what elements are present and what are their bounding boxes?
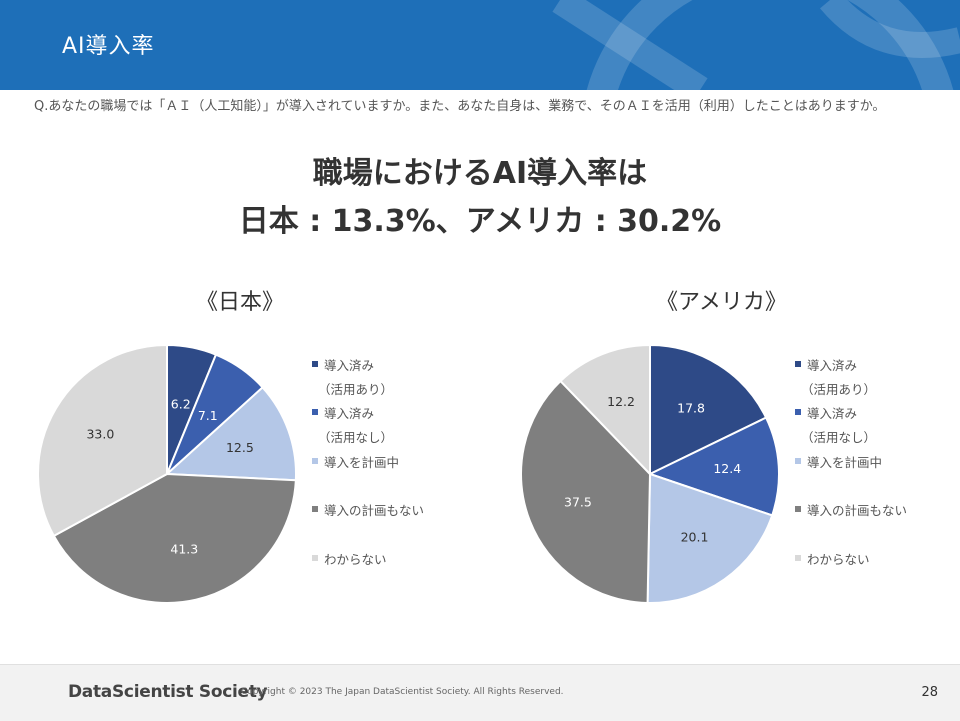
headline-line2: 日本 : 13.3%、アメリカ : 30.2% [238, 204, 722, 239]
japan-data-label-1: 7.1 [198, 408, 218, 423]
usa-slice-4 [559, 343, 651, 477]
usa-legend-sublabel-0: （活用あり） [801, 382, 876, 397]
usa-legend-swatch-4 [795, 555, 801, 561]
usa-data-label-2: 20.1 [681, 529, 709, 544]
copyright-text: Copyright © 2023 The Japan DataScientist… [241, 687, 564, 697]
japan-legend-label-4: わからない [324, 552, 387, 567]
japan-data-label-0: 6.2 [171, 396, 191, 411]
footer: DataScientist Society Copyright © 2023 T… [0, 664, 960, 721]
usa-legend-label-4: わからない [807, 552, 870, 567]
usa-legend-swatch-2 [795, 458, 801, 464]
japan-legend-label-2: 導入を計画中 [324, 455, 399, 470]
usa-slice-2 [646, 472, 774, 604]
page-number: 28 [921, 685, 938, 700]
usa-data-label-3: 37.5 [564, 494, 592, 509]
usa-legend-swatch-1 [795, 409, 801, 415]
header-bar: AI導入率 [0, 0, 960, 90]
japan-legend-label-0: 導入済み [324, 358, 374, 373]
usa-legend-swatch-3 [795, 506, 801, 512]
pie-charts: 6.2 7.1 12.5 41.3 33.0 導入済み （活用あり） 導入済み （活用なし） 導入… [37, 343, 907, 604]
usa-data-label-0: 17.8 [677, 400, 705, 415]
usa-legend-label-2: 導入を計画中 [807, 455, 882, 470]
usa-data-label-4: 12.2 [607, 394, 635, 409]
usa-legend-swatch-0 [795, 361, 801, 367]
japan-legend-swatch-1 [312, 409, 318, 415]
page-title: AI導入率 [62, 34, 155, 59]
headline-line1: 職場におけるAI導入率は [312, 156, 648, 191]
usa-slice-0 [649, 343, 768, 476]
chart-title-usa: 《アメリカ》 [656, 290, 787, 315]
japan-data-label-4: 33.0 [86, 427, 114, 442]
usa-legend-label-3: 導入の計画もない [807, 503, 907, 518]
japan-legend-swatch-4 [312, 555, 318, 561]
usa-legend-label-0: 導入済み [807, 358, 857, 373]
japan-legend-sublabel-1: （活用なし） [318, 430, 393, 445]
japan-slice-4 [37, 343, 168, 538]
japan-data-label-2: 12.5 [226, 440, 254, 455]
usa-legend-sublabel-1: （活用なし） [801, 430, 876, 445]
japan-slice-3 [52, 472, 297, 604]
japan-legend-label-3: 導入の計画もない [324, 503, 424, 518]
japan-legend-swatch-2 [312, 458, 318, 464]
usa-slice-1 [647, 416, 780, 517]
usa-slice-3 [520, 379, 652, 604]
usa-legend-label-1: 導入済み [807, 406, 857, 421]
survey-question: Q.あなたの職場では「ＡＩ（人工知能）」が導入されていますか。また、あなた自身は… [34, 99, 886, 114]
footer-logo: DataScientist Society [68, 682, 268, 702]
japan-legend-swatch-0 [312, 361, 318, 367]
japan-legend-label-1: 導入済み [324, 406, 374, 421]
japan-legend-swatch-3 [312, 506, 318, 512]
japan-slice-2 [164, 385, 297, 482]
usa-data-label-1: 12.4 [713, 461, 741, 476]
chart-title-japan: 《日本》 [196, 290, 285, 315]
japan-data-label-3: 41.3 [170, 541, 198, 556]
header-decoration [552, 0, 960, 90]
japan-legend-sublabel-0: （活用あり） [318, 382, 393, 397]
